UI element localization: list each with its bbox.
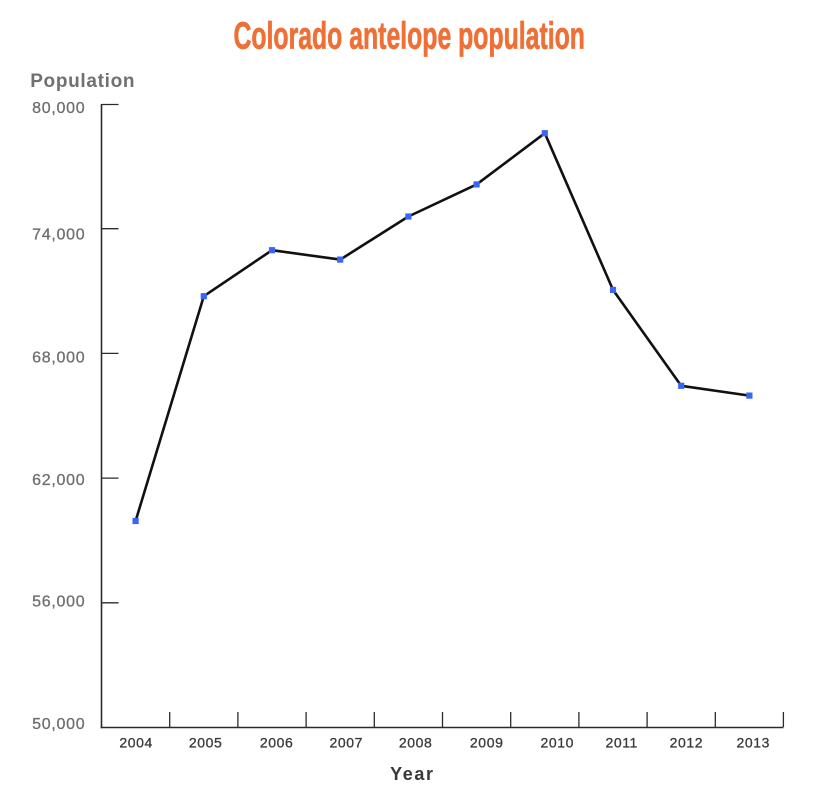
svg-text:2007: 2007 [330,735,364,751]
svg-text:Year: Year [390,764,434,784]
svg-text:2013: 2013 [737,735,771,751]
svg-text:Colorado antelope population: Colorado antelope population [233,15,585,57]
svg-text:2004: 2004 [119,735,153,751]
svg-text:80,000: 80,000 [32,100,85,117]
svg-text:56,000: 56,000 [32,594,85,611]
svg-text:68,000: 68,000 [32,349,85,366]
svg-text:50,000: 50,000 [32,716,85,733]
svg-text:74,000: 74,000 [32,227,85,244]
svg-text:2011: 2011 [605,735,638,751]
svg-text:2006: 2006 [260,735,294,751]
svg-text:2008: 2008 [399,735,433,751]
svg-text:62,000: 62,000 [32,472,85,489]
svg-text:2010: 2010 [541,735,575,751]
svg-text:2005: 2005 [189,735,223,751]
svg-text:Population: Population [30,71,135,92]
svg-text:2009: 2009 [470,735,504,751]
svg-text:2012: 2012 [670,735,704,751]
